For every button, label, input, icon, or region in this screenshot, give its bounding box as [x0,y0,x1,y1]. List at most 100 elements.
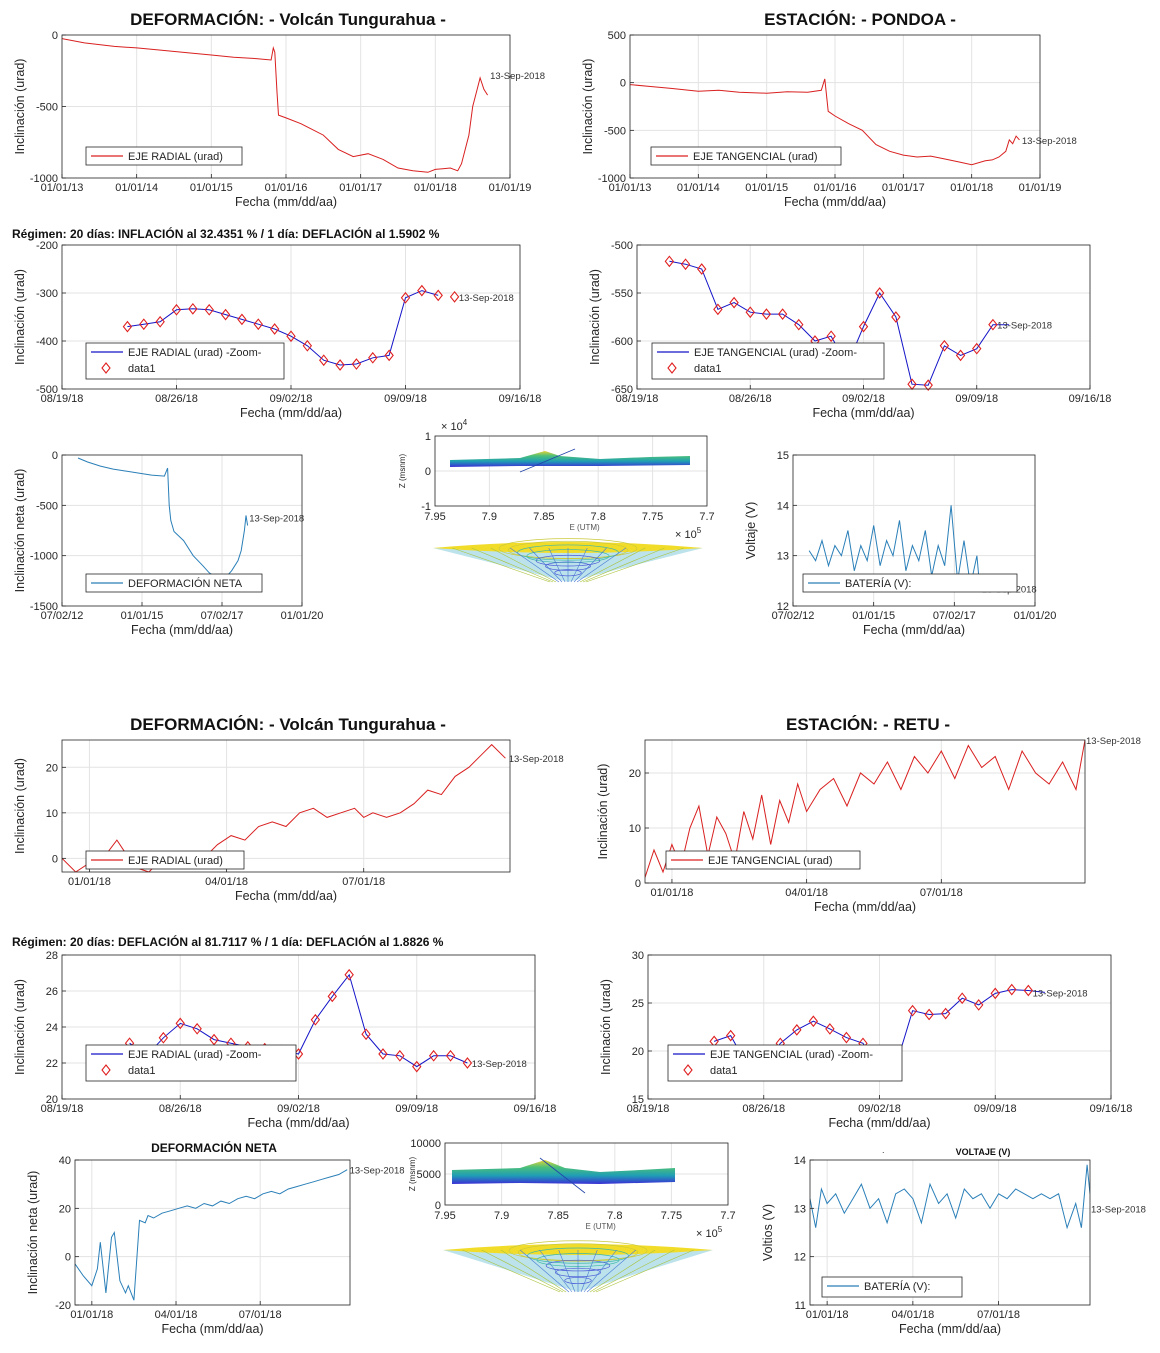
x-tick-label: 07/01/18 [977,1309,1020,1321]
x-tick-label: 07/02/17 [201,610,244,622]
y-tick-label: 30 [632,950,644,962]
y-tick-label: 20 [46,1094,58,1106]
mesh-line [585,547,684,583]
axes-frame [61,739,511,873]
y-tick-label: 20 [59,1203,71,1215]
data-marker [122,320,133,333]
x-tick-label: 09/02/18 [277,1103,320,1115]
data-marker [874,287,885,299]
data-marker [713,303,723,316]
x-axis-label: E (UTM) [586,1222,617,1231]
x-tick-label: 01/01/19 [489,182,532,194]
y-axis-label: Z (msnm) [408,1157,417,1192]
data-marker [368,351,378,364]
axes-frame [74,1159,351,1306]
data-marker [907,1004,918,1017]
x-axis-label: Fecha (mm/dd/aa) [235,195,337,209]
x-axis-label: E (UTM) [569,523,600,532]
legend-label: EJE TANGENCIAL (urad) -Zoom- [694,347,857,359]
mesh-line [519,1249,570,1293]
y-tick-label: 10000 [410,1138,441,1150]
date-annotation: 13-Sep-2018 [1022,136,1077,147]
data-marker [891,311,901,323]
data-marker [139,318,149,331]
y-tick-label: -1000 [30,173,58,185]
x-tick-label: 08/26/18 [742,1103,785,1115]
legend: BATERÍA (V): [821,1276,963,1298]
x-tick-label: 01/01/15 [121,610,164,622]
data-marker [412,1060,422,1073]
series-line-0 [62,38,489,173]
x-tick-label: 01/01/16 [265,182,308,194]
y-tick-label: -500 [36,384,58,396]
x-axis-label: Fecha (mm/dd/aa) [899,1322,1001,1336]
date-annotation: 13-Sep-2018 [1033,988,1088,999]
axes-frame [792,454,1036,607]
data-marker [939,339,950,352]
data-marker [841,1031,852,1044]
y-tick-label: -200 [36,240,58,252]
data-marker [335,359,345,371]
data-marker [777,308,788,321]
x-tick-label: 07/02/12 [41,610,84,622]
data-marker [310,1013,321,1026]
y-axis-label: Voltios (V) [761,1204,775,1261]
axes-frame [644,739,1086,884]
mesh-line [586,1249,637,1293]
y-tick-label: -500 [36,500,58,512]
data-marker [808,1015,819,1028]
y-tick-label: 13 [794,1203,806,1215]
x-tick-label: 01/01/20 [281,610,324,622]
x-tick-label: 07/01/18 [920,887,963,899]
y-axis-label: Inclinación (urad) [13,59,27,155]
x-tick-label: 01/01/15 [852,610,895,622]
chart-b2: 08/19/18 08/26/18 09/02/18 09/09/18 09/16/18… [588,240,1111,420]
x-tick-label: 04/01/18 [205,876,248,888]
legend-box [802,573,1018,593]
legend-label: data1 [128,1065,156,1077]
series-line-0 [75,1169,348,1301]
x-tick-label: 01/01/18 [414,182,457,194]
data-marker [384,349,394,362]
axes-frame [434,435,708,507]
x-tick-label: 01/01/20 [1014,610,1057,622]
x-tick-label: 7.95 [434,1210,455,1222]
y-tick-label: 14 [777,500,789,512]
legend-box [85,1044,297,1082]
mesh-line [548,547,566,583]
y-tick-label: 1 [425,431,431,443]
mesh-line [500,1249,567,1293]
data-marker [445,1049,456,1062]
x-tick-label: 01/01/13 [609,182,652,194]
data-marker [972,342,982,355]
data-marker [400,291,411,304]
x-tick-label: 07/02/17 [933,610,976,622]
mesh-line [582,547,665,583]
mesh-line [579,547,646,583]
date-annotation: 13-Sep-2018 [509,754,564,765]
x-tick-label: 08/19/18 [41,1103,84,1115]
y-tick-label: -650 [611,384,633,396]
legend-label: data1 [128,363,156,375]
mesh-line [529,547,563,583]
x-tick-label: 04/01/18 [155,1309,198,1321]
date-annotation: 13-Sep-2018 [472,1059,527,1070]
mesh-line [558,1249,576,1293]
data-marker [940,1007,951,1020]
series-line-0 [127,290,439,366]
data-marker [858,320,869,333]
data-marker [319,354,329,367]
data-marker [761,308,772,321]
y-axis-label: Inclinación neta (urad) [13,469,27,593]
x-tick-label: 7.85 [547,1210,568,1222]
chart-a1: 01/01/13 01/01/14 01/01/15 01/01/16 01/01/17… [13,10,545,209]
x-tick-label: 09/09/18 [395,1103,438,1115]
legend: EJE TANGENCIAL (urad) [665,850,861,870]
mesh-line [490,547,557,583]
y-axis-label: Inclinación (urad) [599,979,613,1075]
data-marker [697,263,707,275]
y-tick-label: 25 [632,998,644,1010]
legend: EJE TANGENCIAL (urad) [650,146,842,166]
axes-frame [61,454,303,607]
y-axis-label: Z (msnm) [398,454,407,489]
